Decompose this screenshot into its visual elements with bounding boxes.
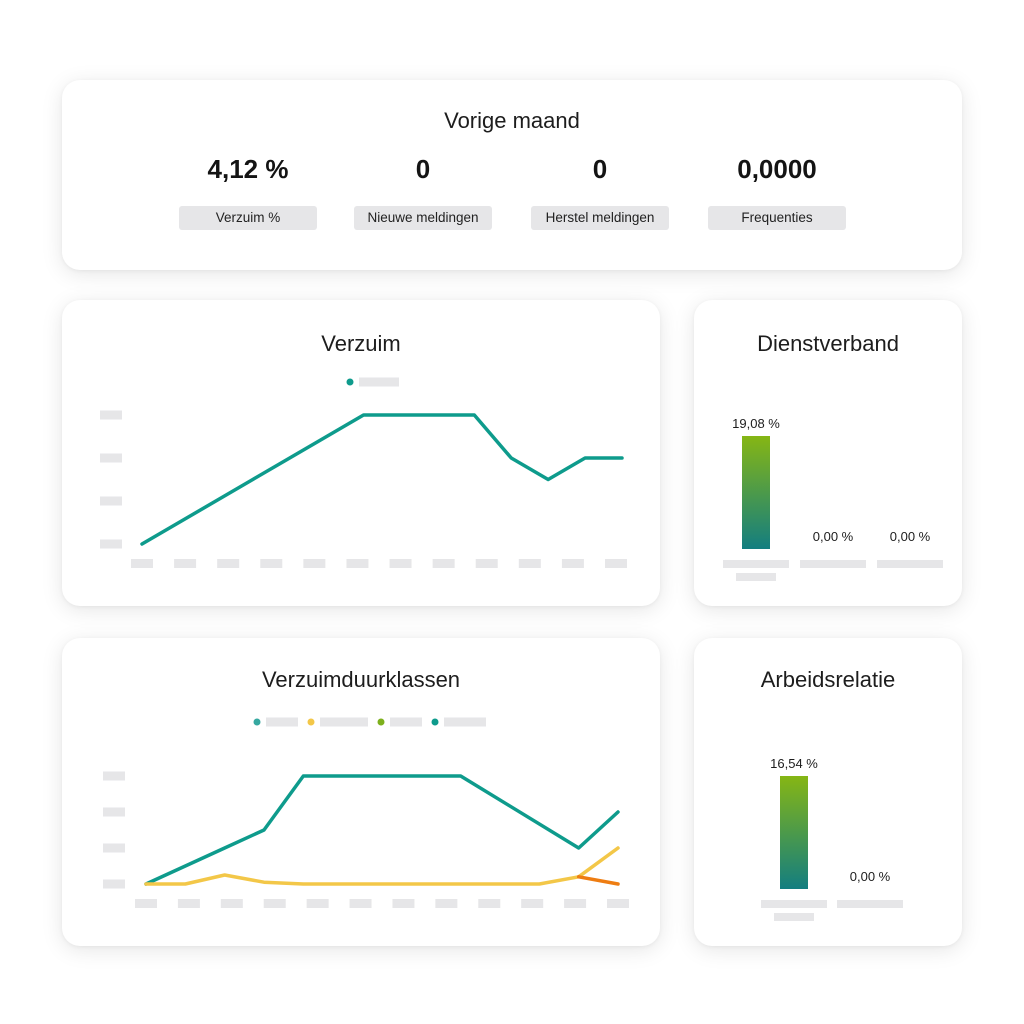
x-tick-label-placeholder	[561, 559, 584, 568]
summary-title: Vorige maand	[444, 108, 580, 133]
legend-label-placeholder	[266, 717, 298, 727]
category-label-placeholder	[761, 900, 827, 908]
kpi-nieuwe-meldingen: 0 Nieuwe meldingen	[354, 152, 492, 230]
x-tick-label-placeholder	[135, 899, 157, 908]
bar	[780, 776, 808, 889]
kpi-verzuim: 4,12 % Verzuim %	[179, 152, 317, 230]
x-tick-label-placeholder	[220, 899, 243, 908]
bar-value-label: 16,54 %	[770, 756, 818, 771]
x-tick-label-placeholder	[607, 899, 629, 908]
category-label-placeholder	[736, 573, 776, 581]
legend-label-placeholder	[444, 717, 486, 727]
category-label-placeholder	[800, 560, 866, 568]
x-tick-label-placeholder	[303, 559, 326, 568]
y-tick-label-placeholder	[100, 410, 122, 420]
category-label-placeholder	[837, 900, 903, 908]
kpi-frequenties: 0,0000 Frequenties	[708, 152, 846, 230]
kpi-label: Verzuim %	[179, 206, 317, 230]
x-tick-label-placeholder	[432, 559, 455, 568]
dienstverband-chart-card: Dienstverband 19,08 % 0,00 % 0,00 %	[694, 300, 962, 606]
x-tick-label-placeholder	[518, 559, 541, 568]
series-line	[144, 846, 620, 886]
x-tick-label-placeholder	[392, 899, 415, 908]
y-tick-label-placeholder	[103, 843, 125, 853]
legend-marker	[253, 718, 261, 726]
y-tick-label-placeholder	[103, 879, 125, 889]
x-tick-label-placeholder	[260, 559, 283, 568]
bar-value-label: 0,00 %	[850, 869, 891, 884]
arbeidsrelatie-chart-card: Arbeidsrelatie 16,54 % 0,00 %	[694, 638, 962, 946]
verzuimduurklassen-line-chart	[103, 717, 629, 908]
bar-value-label: 19,08 %	[732, 416, 780, 431]
x-tick-label-placeholder	[564, 899, 587, 908]
y-tick-label-placeholder	[103, 771, 125, 781]
y-tick-label-placeholder	[100, 453, 122, 463]
bar-value-label: 0,00 %	[813, 529, 854, 544]
legend-marker	[307, 718, 315, 726]
kpi-label: Herstel meldingen	[531, 206, 669, 230]
x-tick-label-placeholder	[521, 899, 544, 908]
x-tick-label-placeholder	[389, 559, 412, 568]
series-line	[144, 774, 620, 886]
kpi-label: Nieuwe meldingen	[354, 206, 492, 230]
kpi-herstel-meldingen: 0 Herstel meldingen	[531, 152, 669, 230]
x-tick-label-placeholder	[435, 899, 458, 908]
y-tick-label-placeholder	[100, 539, 122, 549]
chart-title: Verzuimduurklassen	[261, 667, 461, 692]
legend-label-placeholder	[390, 717, 422, 727]
x-tick-label-placeholder	[263, 899, 286, 908]
dienstverband-bar-chart: 19,08 % 0,00 % 0,00 %	[723, 416, 943, 581]
legend-marker	[431, 718, 439, 726]
x-tick-label-placeholder	[217, 559, 240, 568]
kpi-value: 0	[592, 154, 608, 184]
x-tick-label-placeholder	[605, 559, 627, 568]
legend-label-placeholder	[359, 377, 399, 387]
category-label-placeholder	[774, 913, 814, 921]
y-tick-label-placeholder	[103, 807, 125, 817]
verzuim-chart-card: Verzuim	[62, 300, 660, 606]
summary-card: Vorige maand 4,12 % Verzuim % 0 Nieuwe m…	[62, 80, 962, 270]
x-tick-label-placeholder	[131, 559, 153, 568]
x-tick-label-placeholder	[306, 899, 329, 908]
legend-marker	[377, 718, 385, 726]
verzuim-line-chart	[100, 377, 627, 568]
bar	[742, 436, 770, 549]
series-line	[576, 875, 620, 886]
x-tick-label-placeholder	[349, 899, 372, 908]
legend-label-placeholder	[320, 717, 368, 727]
y-tick-label-placeholder	[100, 496, 122, 506]
arbeidsrelatie-bar-chart: 16,54 % 0,00 %	[761, 756, 903, 921]
chart-title: Arbeidsrelatie	[760, 667, 896, 692]
kpi-value: 4,12 %	[207, 154, 289, 184]
x-tick-label-placeholder	[174, 559, 197, 568]
category-label-placeholder	[723, 560, 789, 568]
x-tick-label-placeholder	[177, 899, 200, 908]
x-tick-label-placeholder	[478, 899, 501, 908]
x-tick-label-placeholder	[475, 559, 498, 568]
x-tick-label-placeholder	[346, 559, 369, 568]
verzuimduurklassen-chart-card: Verzuimduurklassen	[62, 638, 660, 946]
category-label-placeholder	[877, 560, 943, 568]
chart-title: Verzuim	[321, 331, 401, 356]
kpi-label: Frequenties	[708, 206, 846, 230]
kpi-value: 0,0000	[737, 154, 817, 184]
chart-title: Dienstverband	[757, 331, 899, 356]
kpi-value: 0	[415, 154, 431, 184]
bar-value-label: 0,00 %	[890, 529, 931, 544]
legend-marker	[346, 378, 354, 386]
series-line	[140, 413, 624, 546]
